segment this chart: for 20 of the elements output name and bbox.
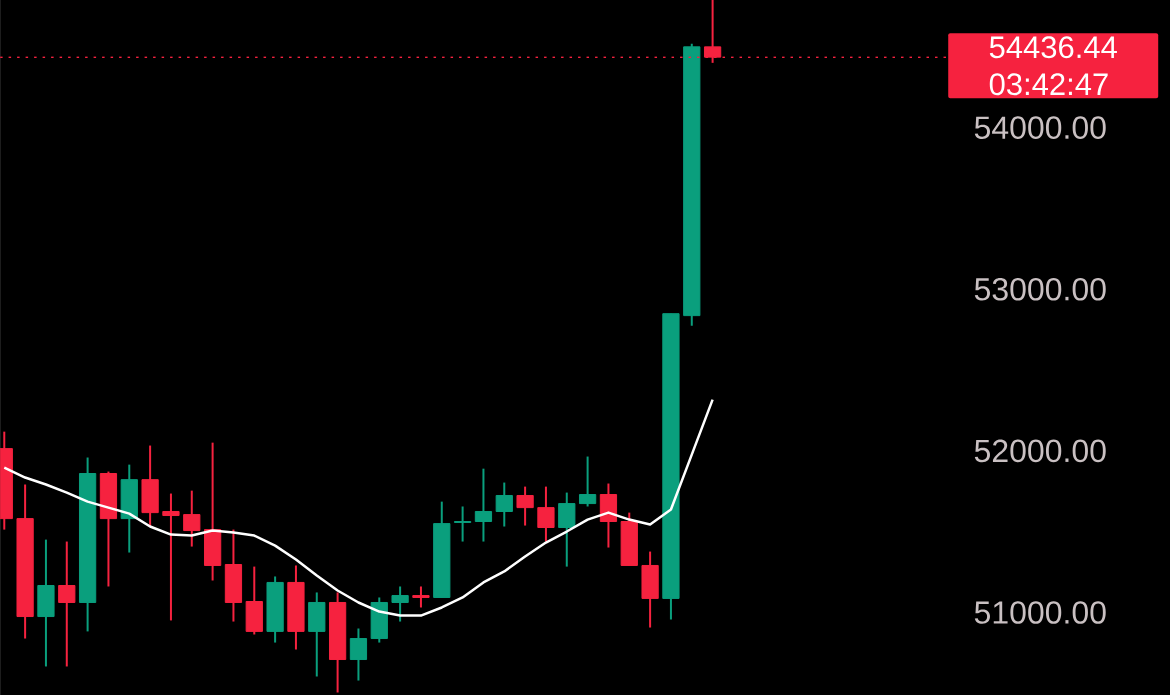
candlestick bbox=[558, 491, 576, 568]
candlestick bbox=[58, 540, 76, 668]
candlestick bbox=[495, 481, 513, 528]
y-tick-label: 54000.00 bbox=[974, 116, 1106, 140]
y-tick-label: 52000.00 bbox=[974, 439, 1106, 463]
candlestick bbox=[578, 455, 597, 508]
line-series bbox=[3, 398, 714, 617]
y-tick-label: 51000.00 bbox=[974, 601, 1106, 624]
candlestick bbox=[183, 489, 201, 548]
candlestick bbox=[516, 485, 534, 527]
candlestick bbox=[453, 505, 472, 543]
ref-line-label: 54436.44 bbox=[989, 36, 1117, 59]
y-tick-label: 53000.00 bbox=[974, 277, 1106, 301]
candlestick bbox=[349, 627, 368, 682]
candlestick bbox=[162, 492, 180, 622]
candlestick bbox=[474, 467, 493, 543]
candlestick bbox=[412, 585, 430, 609]
candlestick bbox=[391, 585, 409, 623]
text: 03:42:47 bbox=[989, 73, 1108, 96]
candlestick bbox=[537, 485, 555, 543]
